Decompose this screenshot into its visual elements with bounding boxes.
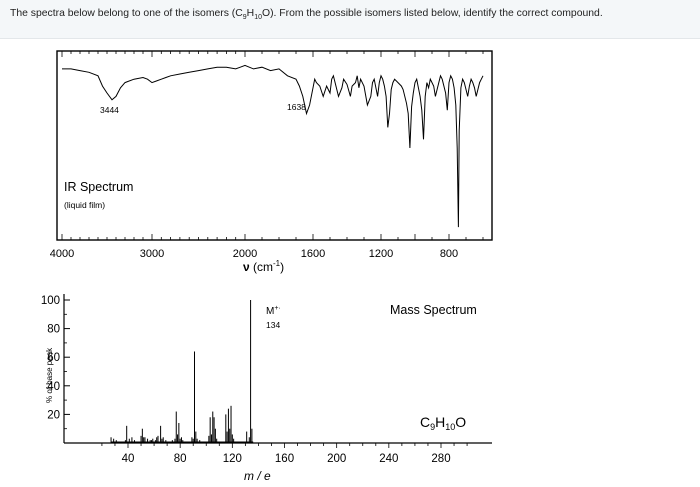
ms-formula-sub-10: 10: [445, 422, 455, 432]
question-banner: The spectra below belong to one of the i…: [0, 0, 700, 39]
ms-bars: [110, 300, 254, 443]
ms-x-tick-label-120: 120: [223, 453, 242, 465]
ms-x-ticks: 40 80 120 160 200 240 280: [101, 443, 468, 465]
ms-formula-c: C: [420, 414, 430, 430]
ir-x-axis-label: ν (cm-1): [243, 259, 284, 274]
ms-y-ticks: 100 80 60 40 20: [41, 295, 70, 430]
ir-title: IR Spectrum: [64, 180, 133, 194]
ir-tick-label-2000: 2000: [233, 248, 257, 260]
ms-y-tick-label-20: 20: [47, 409, 60, 421]
ms-y-tick-label-60: 60: [47, 352, 60, 364]
ir-bottom-ticks: [61, 234, 484, 240]
ms-y-axis-label: % of base peak: [45, 347, 54, 403]
ms-molecular-ion-sup: +·: [274, 305, 280, 312]
ir-x-axis-symbol: ν: [243, 260, 250, 274]
ir-x-axis-unit: (cm: [250, 260, 273, 274]
ir-tick-label-1600: 1600: [301, 248, 325, 260]
ir-subtitle: (liquid film): [64, 200, 105, 210]
mass-spectrum-panel: 100 80 60 40 20 40 80 120 160 200 240 280 % of bas…: [41, 294, 492, 483]
ir-tick-label-3000: 3000: [140, 248, 164, 260]
ms-formula: C9H10O: [420, 414, 466, 432]
ir-tick-label-4000: 4000: [50, 248, 74, 260]
ms-formula-o: O: [455, 414, 466, 430]
ir-annotation-1638: 1638: [287, 102, 306, 112]
ms-title: Mass Spectrum: [390, 303, 477, 317]
ms-molecular-ion-value: 134: [266, 320, 280, 330]
ms-formula-h: H: [435, 414, 445, 430]
ir-tick-label-800: 800: [440, 248, 458, 260]
ir-x-axis-exponent: -1: [273, 259, 281, 268]
ir-spectrum-trace: [62, 64, 484, 228]
question-text: The spectra below belong to one of the i…: [10, 8, 603, 22]
ir-spectrum-panel: 3444 1638 IR Spectrum (liquid film) 4000…: [50, 50, 493, 274]
ms-x-tick-label-280: 280: [431, 453, 450, 465]
ms-formula-sub-9: 9: [430, 422, 435, 432]
ir-plot-frame: [56, 50, 493, 241]
spectra-figure: 3444 1638 IR Spectrum (liquid film) 4000…: [41, 50, 493, 483]
ir-annotation-3444: 3444: [100, 105, 119, 115]
ir-x-axis-unit-close: ): [280, 260, 284, 274]
ms-x-tick-label-40: 40: [122, 453, 135, 465]
ms-x-tick-label-160: 160: [275, 453, 294, 465]
ms-molecular-ion-label: M+·: [266, 305, 281, 317]
ms-x-tick-label-200: 200: [327, 453, 346, 465]
ms-y-tick-label-40: 40: [47, 381, 60, 393]
ms-y-tick-label-100: 100: [41, 295, 60, 307]
ms-molecular-ion-m: M: [266, 306, 274, 317]
ms-x-tick-label-80: 80: [174, 453, 187, 465]
ms-x-axis-label: m / e: [244, 469, 271, 483]
ms-y-tick-label-80: 80: [47, 324, 60, 336]
ir-top-ticks: [61, 51, 484, 57]
ir-tick-label-1200: 1200: [369, 248, 393, 260]
ir-tick-labels: 4000 3000 2000 1600 1200 800: [50, 248, 458, 260]
ms-x-tick-label-240: 240: [379, 453, 398, 465]
